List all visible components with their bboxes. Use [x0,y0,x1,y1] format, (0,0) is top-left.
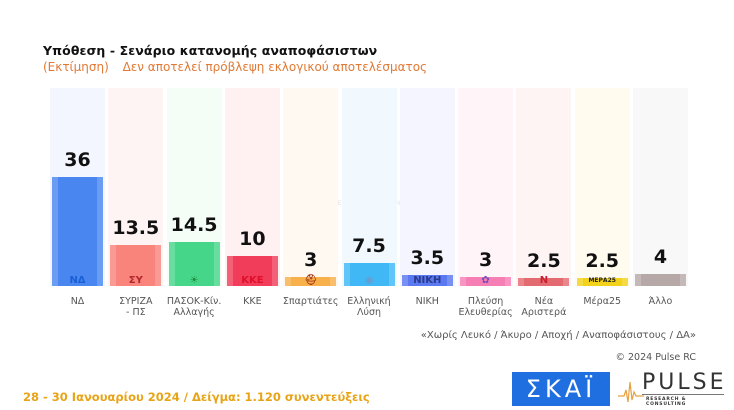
category-label-line1: Πλεύση [467,296,504,307]
category-label-line2: Λύση [356,307,382,318]
data-bar [110,245,162,286]
data-bar [343,263,395,286]
category-label-line1: Άλλο [648,296,673,307]
survey-info: 28 - 30 Ιανουαρίου 2024 / Δείγμα: 1.120 … [23,390,370,404]
value-label: 3.5 [410,247,445,270]
chart-column: 2.5 ΜΕΡΑ25 Μέρα25 [574,88,630,307]
value-label: 2.5 [527,250,561,272]
category-label-line2: - ΠΣ [126,307,146,318]
chart-column: 2.5 Ν Νέα Αριστερά [516,88,572,318]
category-label: Νέα Αριστερά [504,296,583,318]
value-label: 10 [239,227,266,250]
value-label: 13.5 [112,217,160,240]
pulse-logo-divider [642,394,724,395]
pulse-logo: PULSE RESEARCH & CONSULTING [618,370,728,407]
pulse-logo-sub: RESEARCH & CONSULTING [646,397,687,407]
category-label: ΝΔ [38,296,117,307]
party-logo-icon: ΜΕΡΑ25 [588,276,616,284]
category-label-line1: ΠΑΣΟΚ-Κίν. [166,296,222,307]
chart-column: 14.5 ☀ ΠΑΣΟΚ-Κίν. Αλλαγής [166,88,222,318]
category-label-line1: Ελληνική [347,296,391,307]
category-label: Άλλο [621,296,700,307]
chart-column: 4 Άλλο [633,88,688,307]
data-bar [401,275,453,286]
category-label: ΣΥΡΙΖΑ - ΠΣ [96,296,175,318]
value-label: 36 [64,148,91,171]
party-logo-icon: ☀ [189,274,199,286]
category-label-line2: Ελευθερίας [458,307,513,318]
chart-column: 36 ΝΔ ΝΔ [50,88,105,307]
party-logo-icon [643,273,678,287]
value-label: 2.5 [585,250,620,272]
category-label-line2: Αριστερά [521,307,567,318]
skai-logo: ΣΚΑΪ [512,372,610,406]
data-bar [226,255,278,287]
category-label: ΚΚΕ [213,296,292,307]
value-label: 4 [653,245,668,268]
category-label-line1: Σπαρτιάτες [282,296,339,307]
party-logo-icon: ΣΥ [128,274,143,286]
chart-title: Υπόθεση - Σενάριο κατανομής αναποφάσιστω… [43,43,378,58]
copyright: © 2024 Pulse RC [615,352,696,363]
category-label: Πλεύση Ελευθερίας [446,296,525,318]
category-label: Ελληνική Λύση [330,296,409,318]
party-logo-icon: Ν [539,274,549,286]
party-logo-icon: ✿ [481,274,490,286]
category-label-line1: Μέρα25 [583,296,622,307]
category-label: ΠΑΣΟΚ-Κίν. Αλλαγής [155,296,234,318]
value-label: 3 [304,248,318,271]
category-label: Μέρα25 [563,296,642,307]
chart-column: 7.5 ◉ Ελληνική Λύση [341,88,397,318]
category-label: Σπαρτιάτες [271,296,350,307]
category-label-line1: ΝΔ [70,296,85,307]
party-logo-icon: ΝΔ [69,274,86,286]
exclusion-note: «Χωρίς Λευκό / Άκυρο / Αποχή / Αναποφάσι… [420,330,696,341]
value-label: 7.5 [352,235,386,258]
chart-column: 3.5 ΝΙΚΗ ΝΙΚΗ [399,88,455,307]
party-logo-icon: ΝΙΚΗ [413,274,442,286]
data-bar [285,276,337,287]
pulse-logo-text: PULSE [642,370,727,395]
data-bar [460,276,512,287]
bar-chart: 36 ΝΔ ΝΔ 13.5 ΣΥ ΣΥΡΙΖΑ - ΠΣ 14.5 ☀ ΠΑΣΟΚ-Κίν. Αλλ… [50,88,692,338]
chart-column: 3 ✿ Πλεύση Ελευθερίας [458,88,514,318]
data-bar [168,242,220,286]
category-label-line1: ΣΥΡΙΖΑ [119,296,153,307]
category-label-line1: ΝΙΚΗ [415,296,439,307]
data-bar [52,176,103,287]
data-bar [518,278,570,286]
value-label: 3 [478,248,493,271]
data-bar [576,278,628,286]
party-logo-icon: ⛑ [304,274,318,286]
data-bar [635,273,686,287]
category-label-line1: ΚΚΕ [243,296,262,307]
subtitle-disclaimer: Δεν αποτελεί πρόβλεψη εκλογικού αποτελέσ… [122,60,428,74]
value-label: 14.5 [170,214,218,237]
party-logo-icon: ΚΚΕ [241,274,264,286]
chart-subtitle: (Εκτίμηση) Δεν αποτελεί πρόβλεψη εκλογικ… [43,60,427,74]
pulse-wave-icon [618,381,644,403]
category-label-line1: Νέα [534,296,554,307]
category-label-line2: Αλλαγής [173,307,215,318]
chart-column: 10 ΚΚΕ ΚΚΕ [224,88,280,307]
party-logo-icon: ◉ [364,274,374,286]
subtitle-estimate: (Εκτίμηση) [43,60,109,74]
chart-column: 13.5 ΣΥ ΣΥΡΙΖΑ - ΠΣ [108,88,164,318]
chart-column: 3 ⛑ Σπαρτιάτες [283,88,339,307]
category-label: ΝΙΚΗ [388,296,467,307]
